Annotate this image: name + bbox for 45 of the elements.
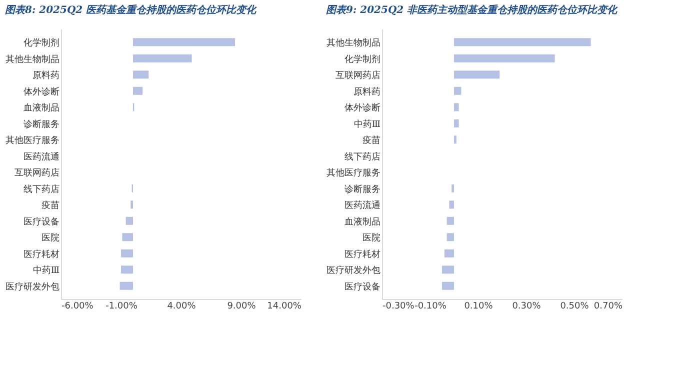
y-tick-label: 血液制品 bbox=[24, 102, 60, 114]
y-tick-label: 原料药 bbox=[32, 70, 60, 82]
x-tick-label: -0.30% bbox=[382, 302, 415, 312]
y-tick-label: 化学制剂 bbox=[344, 54, 380, 65]
chart-title: 图表9: 2025Q2 非医药主动型基金重仓持股的医药仓位环比变化 bbox=[326, 4, 618, 16]
x-tick-label: -0.10% bbox=[414, 302, 447, 312]
x-tick-label: 0.50% bbox=[560, 302, 590, 312]
y-tick-label: 化学制剂 bbox=[24, 38, 60, 49]
y-tick-label: 线下药店 bbox=[24, 184, 60, 195]
y-tick-label: 医药流通 bbox=[24, 151, 60, 162]
y-tick-label: 疫苗 bbox=[362, 135, 380, 146]
y-tick-label: 医疗设备 bbox=[344, 281, 380, 292]
y-tick-label: 其他医疗服务 bbox=[326, 168, 380, 179]
y-tick-label: 其他生物制品 bbox=[326, 38, 380, 49]
y-tick-label: 诊断服务 bbox=[344, 184, 380, 195]
x-tick-label: 14.00% bbox=[267, 302, 302, 312]
x-tick-label: 4.00% bbox=[167, 302, 196, 312]
x-tick-label: -6.00% bbox=[62, 302, 94, 312]
x-tick-label: -1.00% bbox=[106, 302, 138, 312]
y-tick-label: 医疗耗材 bbox=[24, 248, 60, 260]
y-tick-label: 线下药店 bbox=[344, 151, 380, 162]
x-tick-label: 0.70% bbox=[594, 302, 623, 312]
y-tick-label: 医院 bbox=[362, 232, 380, 244]
y-tick-label: 血液制品 bbox=[344, 216, 380, 228]
y-tick-label: 医院 bbox=[42, 232, 60, 244]
y-tick-label: 中药Ⅲ bbox=[354, 118, 381, 130]
y-tick-label: 体外诊断 bbox=[24, 86, 60, 98]
y-tick-label: 其他生物制品 bbox=[6, 54, 60, 65]
y-tick-label: 中药Ⅲ bbox=[32, 265, 60, 276]
x-tick-label: 0.10% bbox=[464, 302, 494, 312]
y-tick-label: 疫苗 bbox=[42, 200, 60, 212]
y-tick-label: 医疗研发外包 bbox=[326, 265, 380, 276]
y-tick-label: 诊断服务 bbox=[24, 118, 60, 130]
y-tick-label: 医药流通 bbox=[344, 200, 380, 212]
y-tick-label: 体外诊断 bbox=[344, 102, 380, 114]
y-tick-label: 医疗耗材 bbox=[344, 248, 380, 260]
y-tick-label: 医疗设备 bbox=[24, 216, 60, 228]
y-tick-label: 其他医疗服务 bbox=[6, 135, 60, 146]
y-tick-label: 医疗研发外包 bbox=[6, 281, 60, 292]
y-tick-label: 互联网药店 bbox=[14, 168, 60, 179]
y-tick-label: 互联网药店 bbox=[336, 70, 380, 82]
y-tick-label: 原料药 bbox=[354, 86, 380, 98]
x-tick-label: 0.30% bbox=[512, 302, 542, 312]
x-tick-label: 9.00% bbox=[227, 302, 256, 312]
chart-title: 图表8: 2025Q2 医药基金重仓持股的医药仓位环比变化 bbox=[5, 4, 258, 16]
